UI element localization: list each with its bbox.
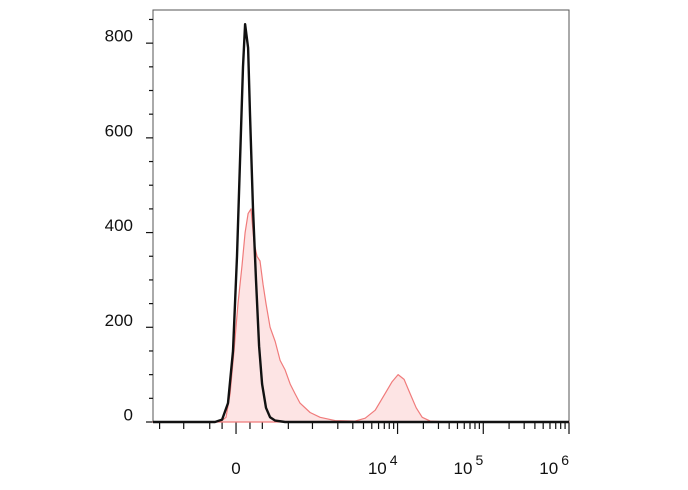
y-tick-label: 600: [105, 121, 133, 140]
x-tick-exponent: 4: [390, 452, 398, 468]
x-tick-base: 10: [539, 459, 558, 478]
y-tick-label: 400: [105, 216, 133, 235]
x-tick-label: 10 5: [454, 452, 484, 479]
x-tick-exponent: 6: [561, 452, 569, 468]
x-tick-base: 10: [368, 459, 387, 478]
x-tick-base: 10: [454, 459, 473, 478]
histogram-area: [152, 208, 570, 423]
histogram-line: [153, 23, 569, 424]
x-tick-label: 10 4: [368, 452, 398, 479]
plot-frame: [152, 9, 570, 423]
x-tick-exponent: 5: [475, 452, 483, 468]
y-tick-label: 800: [105, 27, 133, 46]
x-tick-label: 10 6: [539, 452, 569, 479]
y-tick-label: 0: [124, 405, 133, 424]
y-tick-label: 200: [105, 311, 133, 330]
x-tick-label: 0: [231, 459, 240, 478]
x-tick-base: 0: [231, 459, 240, 478]
